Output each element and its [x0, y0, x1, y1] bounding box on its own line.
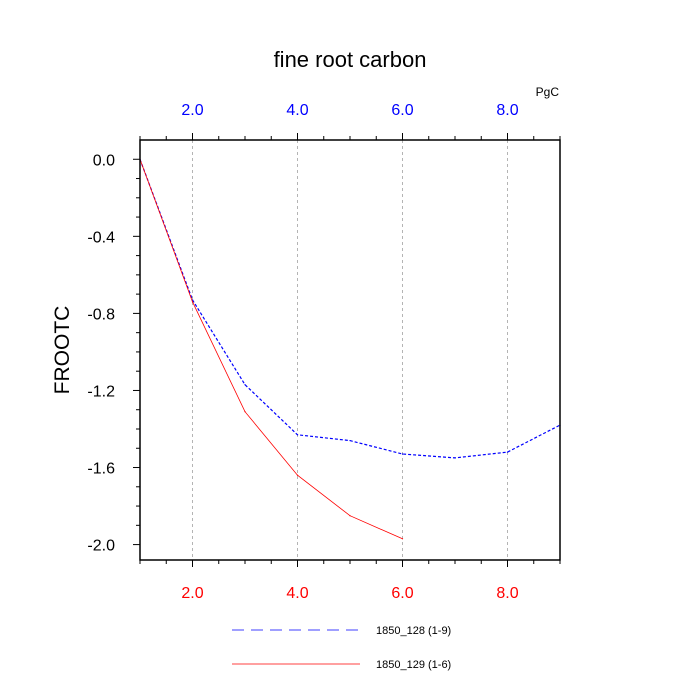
series-1-point [454, 457, 456, 459]
y-tick-label: -1.6 [87, 461, 115, 478]
series-2-point [191, 301, 194, 303]
x-tick-label-top: 8.0 [496, 102, 518, 119]
y-tick-label: -2.0 [87, 538, 115, 555]
legend-label-2: 1850_129 (1-6) [376, 659, 451, 671]
series-2-point [401, 538, 404, 540]
series-1-point [506, 451, 509, 453]
x-tick-label-top: 2.0 [181, 102, 203, 119]
y-tick-label: -0.8 [87, 306, 115, 323]
x-tick-label-bottom: 4.0 [286, 585, 308, 602]
series-layer [139, 158, 561, 540]
x-tick-label-top: 6.0 [391, 102, 413, 119]
chart-title: fine root carbon [274, 47, 427, 72]
series-1-point [349, 439, 351, 442]
x-tick-label-top: 4.0 [286, 102, 308, 119]
series-1-point [401, 453, 404, 455]
y-tick-label: -0.4 [87, 229, 115, 246]
y-tick-label: 0.0 [93, 152, 115, 169]
legend: 1850_128 (1-9) 1850_129 (1-6) [232, 625, 451, 671]
x-tick-label-bottom: 8.0 [496, 585, 518, 602]
unit-label: PgC [536, 85, 560, 99]
series-1-point [244, 384, 246, 386]
y-axis-label: FROOTC [51, 306, 74, 395]
series-line-1 [139, 159, 561, 459]
series-2-point [296, 474, 299, 476]
series-2-point [349, 515, 351, 517]
plot-frame [139, 139, 561, 561]
y-tick-label: -1.2 [87, 383, 115, 400]
x-tick-label-bottom: 6.0 [391, 585, 413, 602]
x-tick-label-bottom: 2.0 [181, 585, 203, 602]
series-line-2 [139, 159, 403, 540]
grid-lines [192, 140, 508, 560]
series-2-point [244, 411, 246, 413]
legend-label-1: 1850_128 (1-9) [376, 625, 451, 637]
series-1-point [296, 434, 299, 436]
axes: 2.0 2.0 4.0 4.0 6.0 6.0 8.0 8.0 0.0 -0.4 -0.8 -1.2 -… [87, 102, 561, 602]
